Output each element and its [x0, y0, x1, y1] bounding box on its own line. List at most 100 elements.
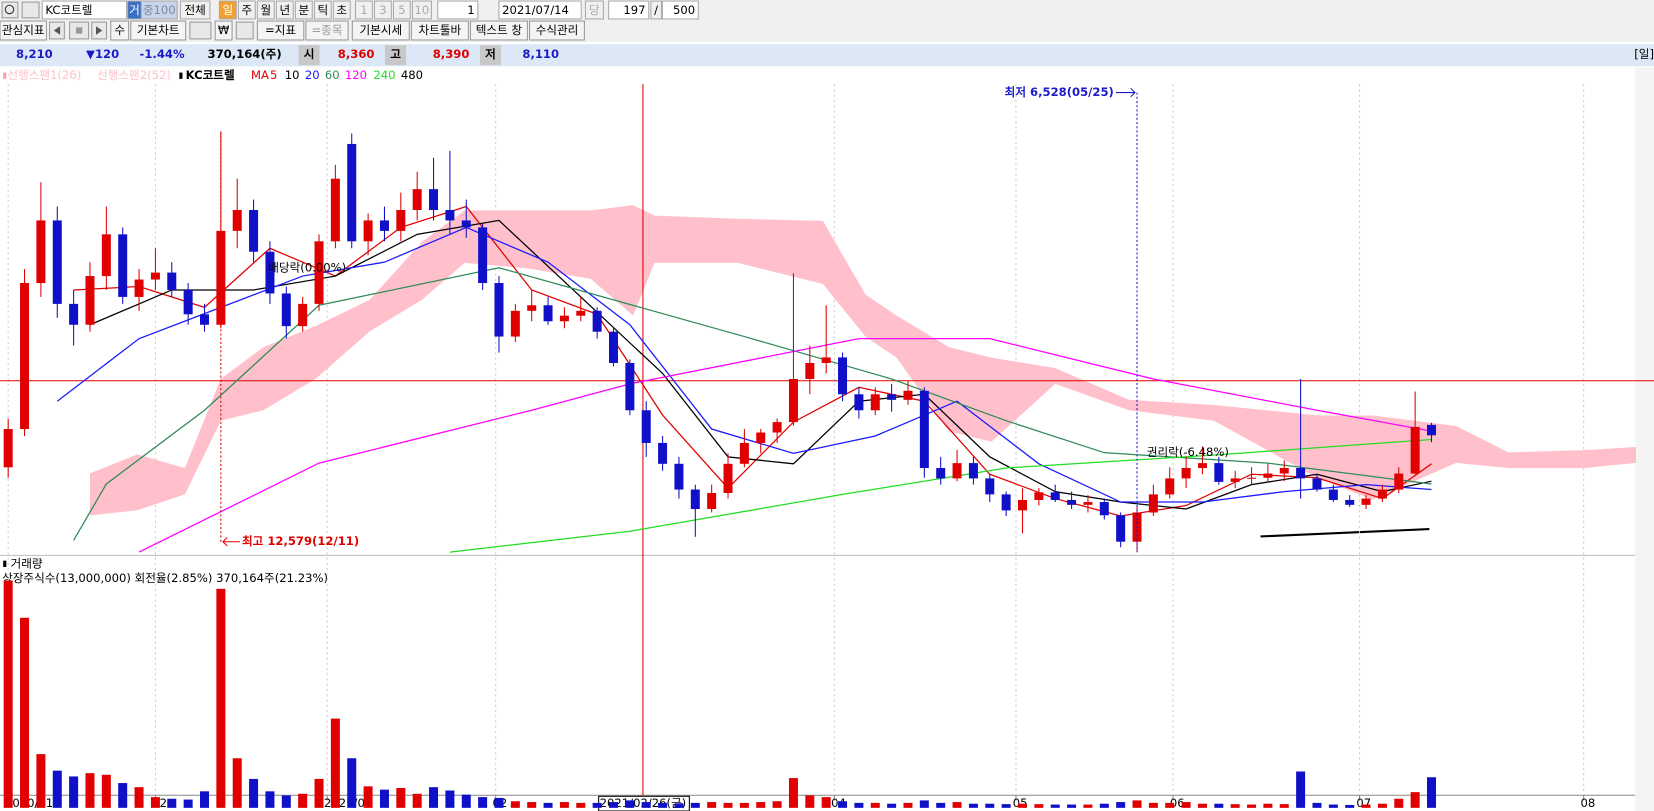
toolbar-label: 수식관리 [536, 23, 579, 37]
toolbar-button[interactable] [650, 0, 662, 20]
toolbar-label: 1 [467, 3, 474, 17]
candle-body [821, 357, 831, 363]
legend-entry: 선행스팬2(52) [97, 68, 171, 82]
info-box [385, 45, 407, 66]
volume-bar [1427, 777, 1437, 808]
toolbar-button[interactable] [140, 0, 178, 20]
candle-body [1148, 494, 1158, 513]
x-tick-label: 08 [1580, 796, 1595, 810]
candle-body [1083, 502, 1093, 505]
toolbar-button[interactable] [294, 0, 313, 20]
volume-bar [265, 791, 275, 808]
info-value: ▼120 [86, 47, 119, 61]
candle-body [478, 227, 488, 284]
candle-body [347, 143, 357, 242]
volume-bar [1197, 803, 1207, 808]
candle-body [396, 210, 406, 231]
toolbar-button[interactable] [214, 20, 233, 41]
toolbar-button[interactable] [313, 0, 332, 20]
toolbar-button[interactable] [110, 20, 130, 41]
candle-body [870, 394, 880, 411]
volume-bar [118, 783, 128, 808]
candle-body [494, 283, 504, 337]
toolbar-button[interactable] [529, 20, 585, 41]
toolbar-button[interactable] [411, 0, 432, 20]
info-value: -1.44% [140, 47, 185, 61]
toolbar-button[interactable] [410, 20, 469, 41]
legend-entry: 480 [401, 68, 423, 82]
toolbar-label: 500 [673, 3, 695, 17]
volume-bar [968, 803, 978, 808]
toolbar-button[interactable] [256, 20, 305, 41]
candle-body [412, 189, 422, 211]
toolbar-button[interactable] [332, 0, 351, 20]
toolbar-button[interactable] [354, 0, 373, 20]
toolbar-button[interactable] [661, 0, 699, 20]
volume-bar [1296, 771, 1306, 808]
volume-bar [690, 802, 700, 808]
candle-body [527, 305, 537, 311]
toolbar-button[interactable] [351, 20, 410, 41]
candle-body [330, 178, 340, 242]
toolbar-button[interactable] [41, 0, 128, 20]
toolbar-button[interactable] [437, 0, 479, 20]
ma-line [73, 205, 1432, 517]
toolbar-icons[interactable] [1, 1, 254, 40]
wrench-icon[interactable] [235, 21, 254, 40]
toolbar-button[interactable] [237, 0, 256, 20]
candle-body [1230, 478, 1240, 482]
search-icon[interactable] [1, 1, 19, 19]
legend-marker [179, 72, 183, 79]
toolbar-label: / [654, 3, 658, 17]
ma-line [73, 267, 1432, 541]
toolbar-button[interactable] [584, 0, 604, 20]
toolbar-button[interactable] [275, 0, 294, 20]
toolbar-button[interactable] [305, 20, 349, 41]
volume-bar [298, 793, 308, 808]
toolbar-label: 1 [360, 3, 367, 17]
candle-body [314, 241, 324, 304]
volume-bar [249, 778, 259, 808]
legend-entry: 240 [373, 68, 395, 82]
toolbar-button[interactable] [179, 0, 211, 20]
candle-body [919, 390, 929, 468]
volume-bar [674, 803, 684, 808]
toolbar-button[interactable] [498, 0, 582, 20]
candle-body [429, 189, 439, 211]
toolbar-button[interactable] [608, 0, 650, 20]
toolbar-button[interactable] [130, 20, 187, 41]
volume-bar [985, 803, 995, 808]
candle-body [150, 272, 160, 280]
volume-bar [183, 799, 193, 808]
candle-body [674, 463, 684, 490]
toolbar-label: 월 [260, 3, 271, 17]
candle-body [788, 378, 798, 423]
toolbar-button[interactable] [373, 0, 392, 20]
toolbar-label: =종목 [311, 23, 342, 37]
candle-body [1214, 463, 1224, 482]
toolbar-label: 기본차트 [137, 23, 180, 37]
candle-body [1410, 426, 1420, 474]
toolbar-button[interactable] [218, 0, 237, 20]
legend-entry: 10 [285, 68, 300, 82]
toolbar-button[interactable] [256, 0, 275, 20]
volume-bar [1361, 804, 1371, 808]
toolbar-button[interactable] [469, 20, 528, 41]
volume-bar [216, 588, 226, 808]
info-value: 시 [304, 47, 315, 61]
swap-icon[interactable] [21, 1, 40, 19]
toolbar-label: 수 [114, 23, 125, 37]
tool-icon[interactable] [189, 21, 212, 40]
ma-line [56, 226, 1432, 503]
toolbar-button[interactable] [392, 0, 411, 20]
volume-bar [821, 797, 831, 808]
candle-body [36, 220, 46, 284]
candle-body [1361, 498, 1371, 505]
candle-body [625, 362, 635, 411]
toolbar-button[interactable] [0, 20, 47, 41]
candle-body [1197, 463, 1207, 468]
volume-bar [805, 795, 815, 808]
volume-bar [854, 802, 864, 808]
toolbar-label: 틱 [317, 3, 328, 17]
